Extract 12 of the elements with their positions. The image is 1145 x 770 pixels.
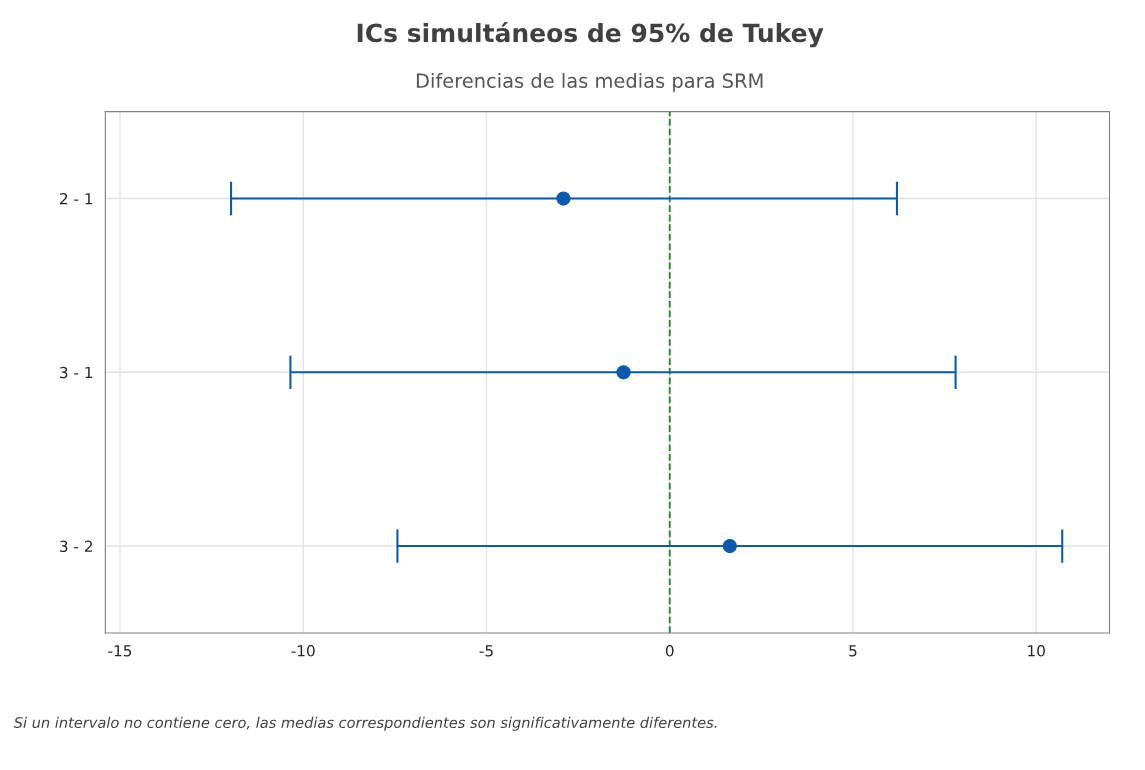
x-tick-label: -15 [108,645,132,657]
y-tick-label: 2 - 1 [59,193,93,205]
y-tick-label: 3 - 1 [60,366,93,379]
x-tick-label: -5 [479,645,493,657]
y-tick-label: 3 - 2 [60,540,93,553]
chart-title: ICs simultáneos de 95% de Tukey [357,21,824,48]
text: Si un intervalo no contiene cero, las medias correspondientes son significativamente diferentes. [13,716,717,731]
x-tick-label: 5 [849,645,857,657]
x-tick-label: 0 [665,645,674,657]
x-tick-label: -10 [291,645,315,657]
chart-subtitle: Diferencias de las medias para SRM [416,72,763,92]
x-tick-label: 10 [1028,645,1045,657]
